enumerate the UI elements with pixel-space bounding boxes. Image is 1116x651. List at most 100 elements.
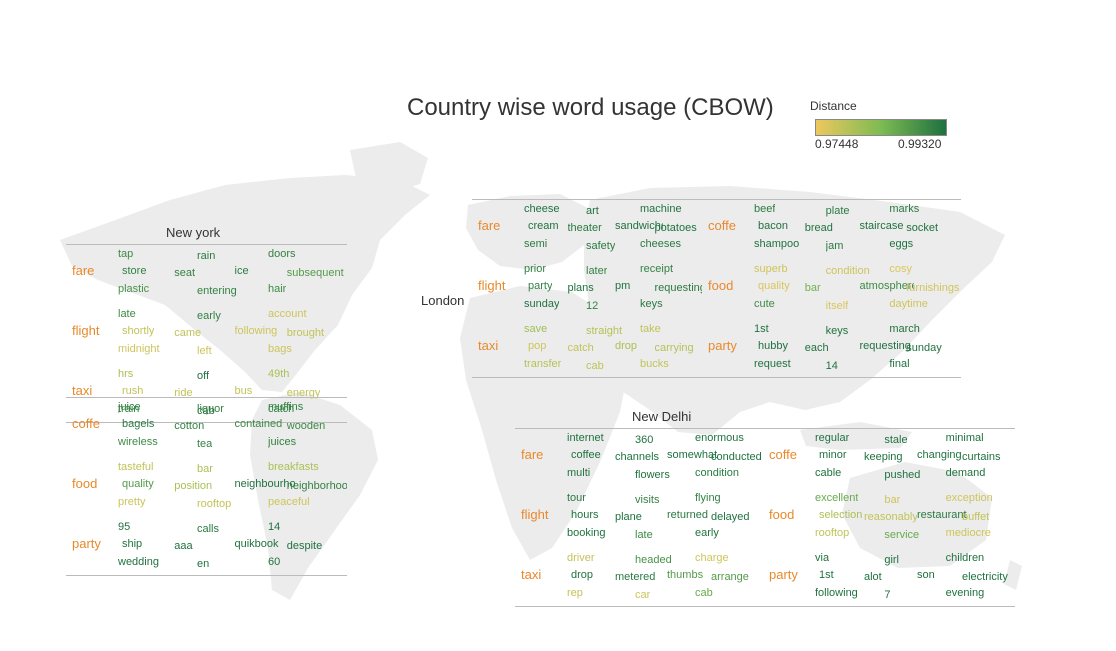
chart-title: Country wise word usage (CBOW) bbox=[407, 94, 774, 121]
word-label: theater bbox=[567, 222, 602, 234]
word-label: tour bbox=[567, 492, 586, 504]
word-label: 12 bbox=[586, 300, 599, 312]
word-label: thumbs bbox=[667, 569, 704, 581]
word-label: regular bbox=[815, 432, 850, 444]
word-label: electricity bbox=[962, 571, 1008, 583]
word-label: condition bbox=[825, 265, 870, 277]
word-label: neighborhood bbox=[286, 480, 347, 492]
word-label: evening bbox=[945, 587, 985, 599]
word-label: bucks bbox=[640, 358, 669, 370]
word-label: cab bbox=[586, 360, 604, 372]
word-label: shampoo bbox=[754, 238, 800, 250]
word-label: save bbox=[524, 323, 548, 335]
word-label: mediocre bbox=[945, 527, 991, 539]
word-label: en bbox=[197, 558, 210, 570]
word-label: wooden bbox=[286, 420, 326, 432]
word-label: driver bbox=[567, 552, 595, 564]
word-label: rain bbox=[197, 250, 216, 262]
word-label: plane bbox=[615, 511, 642, 523]
word-label: 49th bbox=[268, 368, 290, 380]
block-bottom-rule bbox=[515, 606, 763, 607]
word-label: rep bbox=[567, 587, 583, 599]
word-label: returned bbox=[667, 509, 708, 521]
word-label: cable bbox=[815, 467, 842, 479]
word-label: pushed bbox=[884, 469, 921, 481]
word-label: contained bbox=[234, 418, 283, 430]
word-label: 95 bbox=[118, 521, 131, 533]
word-label: store bbox=[122, 265, 147, 277]
word-label: calls bbox=[197, 523, 220, 535]
word-label: metered bbox=[615, 571, 656, 583]
word-label: girl bbox=[884, 554, 899, 566]
category-label: fare bbox=[72, 263, 95, 278]
word-label: prior bbox=[524, 263, 547, 275]
word-label: subsequent bbox=[286, 267, 344, 279]
word-label: hours bbox=[571, 509, 599, 521]
word-label: via bbox=[815, 552, 830, 564]
word-label: headed bbox=[635, 554, 672, 566]
word-label: condition bbox=[695, 467, 740, 479]
word-label: 1st bbox=[819, 569, 834, 581]
word-label: children bbox=[945, 552, 985, 564]
word-label: catch bbox=[268, 403, 295, 415]
word-label: plastic bbox=[118, 283, 150, 295]
word-label: requesting bbox=[859, 340, 911, 352]
word-label: cosy bbox=[889, 263, 912, 275]
block-top-rule bbox=[66, 397, 347, 398]
word-label: machine bbox=[640, 203, 682, 215]
word-label: marks bbox=[889, 203, 920, 215]
word-label: delayed bbox=[711, 511, 750, 523]
word-label: carrying bbox=[654, 342, 694, 354]
word-label: take bbox=[640, 323, 661, 335]
word-label: furnishings bbox=[906, 282, 960, 294]
word-label: daytime bbox=[889, 298, 928, 310]
word-label: hair bbox=[268, 283, 287, 295]
category-label: fare bbox=[521, 447, 544, 462]
word-label: energy bbox=[286, 387, 321, 399]
legend-title: Distance bbox=[810, 99, 857, 113]
word-label: quality bbox=[122, 478, 154, 490]
word-label: curtains bbox=[962, 451, 1001, 463]
city-label-new-delhi: New Delhi bbox=[632, 409, 692, 424]
category-label: party bbox=[708, 338, 737, 353]
word-label: brought bbox=[286, 327, 325, 339]
word-label: ride bbox=[174, 387, 193, 399]
word-label: sunday bbox=[524, 298, 560, 310]
word-label: march bbox=[889, 323, 920, 335]
word-block: coffe regular stale minimal minor keeping chan… bbox=[763, 428, 1015, 608]
word-label: ice bbox=[234, 265, 249, 277]
word-label: pretty bbox=[118, 496, 146, 508]
word-label: cotton bbox=[174, 420, 205, 432]
word-label: hubby bbox=[758, 340, 788, 352]
word-label: 7 bbox=[884, 589, 891, 601]
word-label: quikbook bbox=[234, 538, 279, 550]
word-label: arrange bbox=[711, 571, 749, 583]
word-label: straight bbox=[586, 325, 623, 337]
category-label: flight bbox=[478, 278, 506, 293]
word-label: drop bbox=[615, 340, 638, 352]
word-label: bacon bbox=[758, 220, 788, 232]
word-label: seat bbox=[174, 267, 196, 279]
word-label: each bbox=[804, 342, 829, 354]
word-label: minimal bbox=[945, 432, 984, 444]
word-label: conducted bbox=[711, 451, 762, 463]
word-label: catch bbox=[567, 342, 594, 354]
word-label: somewhat bbox=[667, 449, 718, 461]
block-bottom-rule bbox=[66, 575, 347, 576]
word-label: buffet bbox=[962, 511, 990, 523]
word-label: booking bbox=[567, 527, 606, 539]
word-label: jam bbox=[825, 240, 844, 252]
word-label: hrs bbox=[118, 368, 134, 380]
word-label: minor bbox=[819, 449, 847, 461]
word-label: early bbox=[695, 527, 719, 539]
word-label: rooftop bbox=[197, 498, 232, 510]
word-label: reasonably bbox=[864, 511, 917, 523]
word-label: semi bbox=[524, 238, 548, 250]
word-label: muffins bbox=[268, 401, 304, 413]
word-label: tea bbox=[197, 438, 213, 450]
category-label: coffe bbox=[72, 416, 100, 431]
word-label: bread bbox=[804, 222, 833, 234]
word-label: 60 bbox=[268, 556, 281, 568]
word-label: son bbox=[917, 569, 935, 581]
